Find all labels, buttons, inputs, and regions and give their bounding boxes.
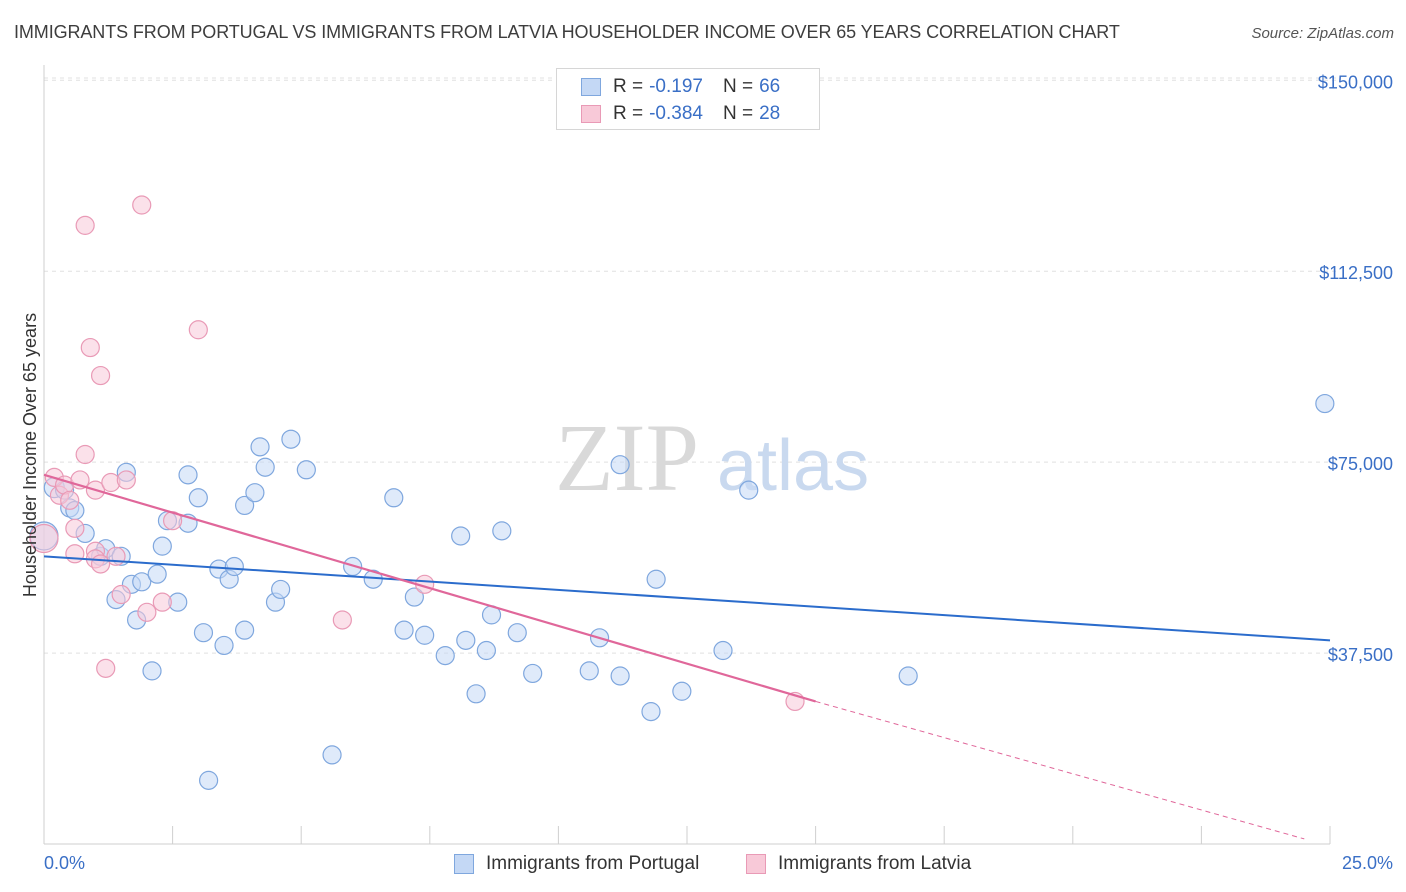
portugal-point <box>523 663 543 684</box>
portugal-point <box>394 620 414 640</box>
latvia-point <box>60 490 80 510</box>
latvia-point <box>96 658 116 678</box>
portugal-point <box>178 465 198 485</box>
portugal-point <box>322 745 342 765</box>
portugal-point <box>281 429 301 449</box>
portugal-point <box>610 666 630 686</box>
latvia-point <box>332 610 352 630</box>
n-label: N = <box>722 103 754 124</box>
portugal-point <box>142 661 162 681</box>
latvia-point <box>65 518 85 538</box>
x-tick-label-min: 0.0% <box>44 853 85 873</box>
y-axis-title: Householder Income Over 65 years <box>20 313 40 597</box>
legend-row-latvia: R = -0.384 N = 28 <box>581 102 780 126</box>
latvia-point <box>111 584 131 605</box>
portugal-point <box>245 483 265 503</box>
portugal-legend-swatch <box>454 854 474 874</box>
axis-labels: $37,500 $75,000 $112,500 $150,000 0.0% 25.0% H… <box>20 72 1393 873</box>
latvia-point <box>29 523 59 554</box>
portugal-point <box>451 526 471 546</box>
latvia-point <box>75 215 95 235</box>
chart-title: IMMIGRANTS FROM PORTUGAL VS IMMIGRANTS F… <box>14 22 1120 42</box>
latvia-point <box>188 320 208 340</box>
watermark: ZIP atlas <box>555 404 869 511</box>
legend-row-portugal: R = -0.197 N = 66 <box>581 75 780 99</box>
n-value: 28 <box>759 103 781 124</box>
axes <box>43 65 1331 845</box>
bottom-legend-portugal: Immigrants from Portugal <box>454 852 699 876</box>
portugal-point <box>214 635 234 656</box>
portugal-point <box>579 661 599 681</box>
y-tick-label: $37,500 <box>1328 645 1393 665</box>
portugal-point <box>610 455 630 475</box>
portugal-point <box>646 569 666 589</box>
r-label: R = <box>613 76 644 97</box>
latvia-point <box>116 470 136 490</box>
portugal-point <box>235 620 255 640</box>
r-value: -0.197 <box>649 76 703 97</box>
portugal-point <box>384 488 404 508</box>
portugal-point <box>476 640 496 661</box>
portugal-point <box>224 556 244 577</box>
y-tick-label: $112,500 <box>1319 263 1393 283</box>
portugal-point <box>188 488 208 508</box>
portugal-point <box>1315 393 1335 414</box>
latvia-point <box>75 444 95 465</box>
latvia-swatch <box>581 105 601 123</box>
latvia-point <box>152 592 172 612</box>
latvia-legend-label: Immigrants from Latvia <box>778 853 972 874</box>
portugal-swatch <box>581 78 601 96</box>
latvia-legend-swatch <box>746 854 766 874</box>
portugal-point <box>713 640 733 661</box>
portugal-point <box>739 480 759 500</box>
watermark-zip: ZIP <box>555 404 699 511</box>
portugal-point <box>404 587 424 607</box>
data-points <box>29 195 1335 790</box>
trend-lines <box>43 473 1331 840</box>
portugal-point <box>641 702 661 722</box>
portugal-legend-label: Immigrants from Portugal <box>486 853 700 874</box>
portugal-point <box>132 572 152 592</box>
latvia-trend-extension <box>815 700 1305 840</box>
portugal-point <box>271 579 291 600</box>
x-tick-label-max: 25.0% <box>1342 853 1393 873</box>
portugal-trend-line <box>43 555 1331 642</box>
latvia-trend-line <box>43 473 816 703</box>
latvia-point <box>65 544 85 564</box>
portugal-point <box>199 770 219 790</box>
r-value: -0.384 <box>649 103 703 124</box>
latvia-point <box>132 195 152 215</box>
portugal-point <box>898 666 918 686</box>
portugal-point <box>152 536 172 556</box>
source-credit: Source: ZipAtlas.com <box>1251 25 1394 42</box>
portugal-point <box>296 460 316 480</box>
latvia-point <box>90 365 111 386</box>
portugal-point <box>235 495 255 516</box>
correlation-legend: R = -0.197 N = 66 R = -0.384 N = 28 <box>556 68 820 130</box>
y-tick-label: $75,000 <box>1328 454 1393 474</box>
latvia-point <box>106 546 126 566</box>
n-value: 66 <box>759 76 781 97</box>
portugal-point <box>415 625 435 645</box>
portugal-point <box>507 623 527 643</box>
r-label: R = <box>613 103 644 124</box>
portugal-point <box>193 623 214 643</box>
latvia-point <box>80 337 100 358</box>
latvia-point <box>137 602 157 622</box>
portugal-point <box>147 564 167 584</box>
n-label: N = <box>722 76 754 97</box>
portugal-point <box>435 646 455 666</box>
portugal-point <box>250 437 270 457</box>
watermark-atlas: atlas <box>717 426 869 506</box>
portugal-point <box>672 681 692 701</box>
portugal-point <box>466 684 486 704</box>
y-tick-label: $150,000 <box>1318 72 1393 92</box>
portugal-point <box>492 521 512 541</box>
portugal-point <box>456 630 476 650</box>
portugal-point <box>255 457 275 477</box>
bottom-legend-latvia: Immigrants from Latvia <box>746 852 971 876</box>
